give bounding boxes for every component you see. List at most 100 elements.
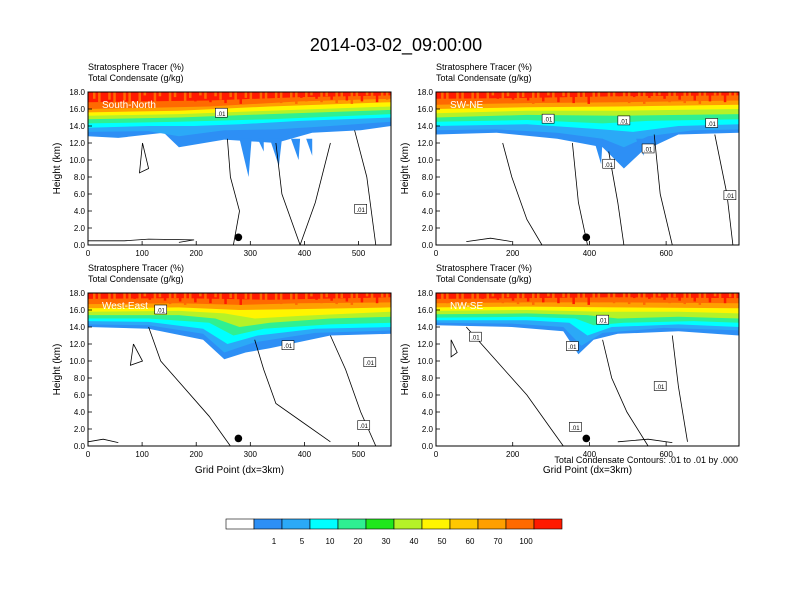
x-tick-label: 200 xyxy=(190,450,204,459)
x-tick-label: 0 xyxy=(86,450,91,459)
colorbar-label: 1 xyxy=(272,537,277,546)
subtitle-tracer: Stratosphere Tracer (%) xyxy=(436,263,532,273)
x-tick-label: 400 xyxy=(298,249,312,258)
texture-strip xyxy=(305,293,308,303)
x-tick-label: 300 xyxy=(244,249,258,258)
texture-strip xyxy=(345,293,349,302)
colorbar-swatch xyxy=(421,518,451,530)
texture-strip xyxy=(456,92,459,100)
y-tick-label: 16.0 xyxy=(69,306,85,315)
texture-strip xyxy=(617,293,621,298)
texture-strip xyxy=(436,293,439,297)
texture-strip xyxy=(254,293,258,297)
texture-strip xyxy=(446,92,449,103)
colorbar-label: 20 xyxy=(354,537,363,546)
texture-strip xyxy=(285,92,288,98)
y-tick-label: 6.0 xyxy=(74,391,86,400)
texture-strip xyxy=(350,92,354,104)
y-tick-label: 12.0 xyxy=(417,340,433,349)
y-tick-label: 8.0 xyxy=(422,374,434,383)
x-tick-label: 500 xyxy=(352,249,366,258)
texture-strip xyxy=(244,92,248,98)
contour-label: .01 xyxy=(602,158,616,169)
plot-frame xyxy=(435,91,740,246)
condensate-contour-2 xyxy=(671,335,688,442)
y-tick-label: 10.0 xyxy=(417,357,433,366)
texture-strip xyxy=(340,293,343,299)
panel-label: West-East xyxy=(102,301,148,312)
texture-strip xyxy=(693,92,696,101)
texture-strip xyxy=(658,92,661,96)
texture-strip xyxy=(93,293,96,300)
texture-strip xyxy=(148,92,152,99)
texture-strip xyxy=(461,293,464,305)
y-tick-label: 12.0 xyxy=(69,139,85,148)
texture-strip xyxy=(375,92,379,103)
texture-strip xyxy=(128,92,131,104)
svg-text:.01: .01 xyxy=(620,119,629,125)
texture-strip xyxy=(178,293,182,302)
texture-strip xyxy=(542,92,545,102)
texture-strip xyxy=(365,92,369,96)
y-tick-label: 12.0 xyxy=(69,340,85,349)
texture-strip xyxy=(330,293,333,301)
site-marker xyxy=(582,233,591,242)
texture-strip xyxy=(295,293,298,305)
texture-strip xyxy=(345,92,349,101)
texture-strip xyxy=(703,92,707,98)
texture-strip xyxy=(718,293,722,300)
contour-label: .01 xyxy=(469,331,482,342)
y-tick-label: 2.0 xyxy=(74,425,86,434)
texture-strip xyxy=(370,293,374,300)
subtitle-condensate: Total Condensate (g/kg) xyxy=(88,274,184,284)
colorbar: 1 5 10 20 30 40 50 60 70 100 xyxy=(225,518,563,546)
texture-strip xyxy=(375,293,379,304)
y-tick-label: 0.0 xyxy=(422,241,434,250)
colorbar-label: 60 xyxy=(466,537,475,546)
texture-strip xyxy=(300,92,303,98)
texture-strip xyxy=(214,293,217,298)
texture-strip xyxy=(516,92,520,104)
texture-strip xyxy=(98,293,101,304)
texture-strip xyxy=(577,92,580,98)
svg-text:.01: .01 xyxy=(544,118,553,124)
texture-strip xyxy=(264,92,268,103)
contour-label: .01 xyxy=(569,421,582,432)
texture-strip xyxy=(622,92,626,100)
texture-strip xyxy=(315,92,318,99)
plot-frame xyxy=(435,292,740,447)
texture-strip xyxy=(547,293,550,297)
texture-strip xyxy=(269,293,273,298)
panel-south-north: .01 .01 South-North Stratosphere Tracer (%)… xyxy=(52,62,392,258)
x-tick-label: 100 xyxy=(135,249,149,258)
texture-strip xyxy=(128,293,131,305)
contour-label: .01 xyxy=(363,357,377,367)
texture-strip xyxy=(663,92,666,99)
texture-strip xyxy=(532,293,535,305)
texture-strip xyxy=(577,293,580,299)
texture-strip xyxy=(224,293,227,305)
tracer-streak-0 xyxy=(239,138,252,177)
texture-strip xyxy=(698,293,702,305)
site-marker xyxy=(234,233,243,242)
texture-strip xyxy=(138,293,141,303)
texture-strip xyxy=(708,293,712,303)
colorbar-swatch xyxy=(365,518,395,530)
x-tick-label: 400 xyxy=(583,450,597,459)
colorbar-swatch xyxy=(225,518,255,530)
texture-strip xyxy=(143,92,147,96)
condensate-contour-3 xyxy=(129,343,144,366)
colorbar-swatch xyxy=(477,518,507,530)
panel-nw-se: .01 .01 .01 .01 .01 NW-SE Stratosphere Tracer … xyxy=(400,263,740,476)
tracer-field: .01 .01 .01 .01 .01 .01 xyxy=(436,92,739,245)
texture-strip xyxy=(103,293,106,298)
texture-strip xyxy=(380,293,384,298)
contour-label: .01 xyxy=(653,381,667,391)
tracer-streak-0 xyxy=(593,138,603,165)
texture-strip xyxy=(703,293,707,299)
subtitle-condensate: Total Condensate (g/kg) xyxy=(88,73,184,83)
texture-strip xyxy=(254,92,258,96)
subtitle-condensate: Total Condensate (g/kg) xyxy=(436,73,532,83)
texture-strip xyxy=(511,293,515,301)
texture-strip xyxy=(168,293,172,305)
